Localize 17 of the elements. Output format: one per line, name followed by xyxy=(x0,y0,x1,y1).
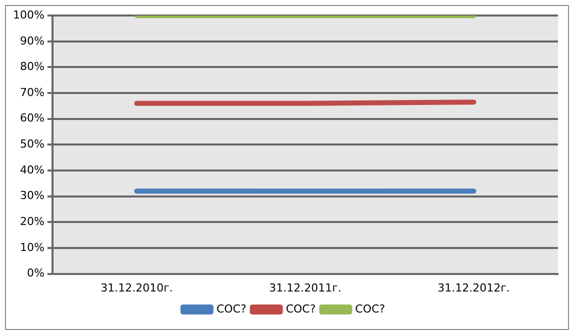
y-tick-label: 90% xyxy=(20,34,44,48)
legend-label: COC? xyxy=(355,302,386,316)
y-tick-label: 30% xyxy=(20,189,44,202)
y-tick-label: 80% xyxy=(20,60,44,74)
legend-label: COC? xyxy=(286,302,316,316)
x-tick-label: 31.12.2010г. xyxy=(100,281,173,294)
y-tick-label: 50% xyxy=(20,138,44,151)
y-tick-label: 70% xyxy=(20,86,44,99)
y-tick-label: 100% xyxy=(12,8,44,22)
x-tick-label: 31.12.2012г. xyxy=(438,281,510,294)
y-tick-label: 0% xyxy=(26,266,44,280)
y-tick-label: 40% xyxy=(20,163,44,176)
x-tick-label: 31.12.2011г. xyxy=(269,281,342,294)
legend-label: COC? xyxy=(216,302,246,316)
y-tick-label: 20% xyxy=(20,215,44,228)
y-tick-label: 60% xyxy=(20,112,44,125)
y-tick-label: 10% xyxy=(20,240,44,254)
